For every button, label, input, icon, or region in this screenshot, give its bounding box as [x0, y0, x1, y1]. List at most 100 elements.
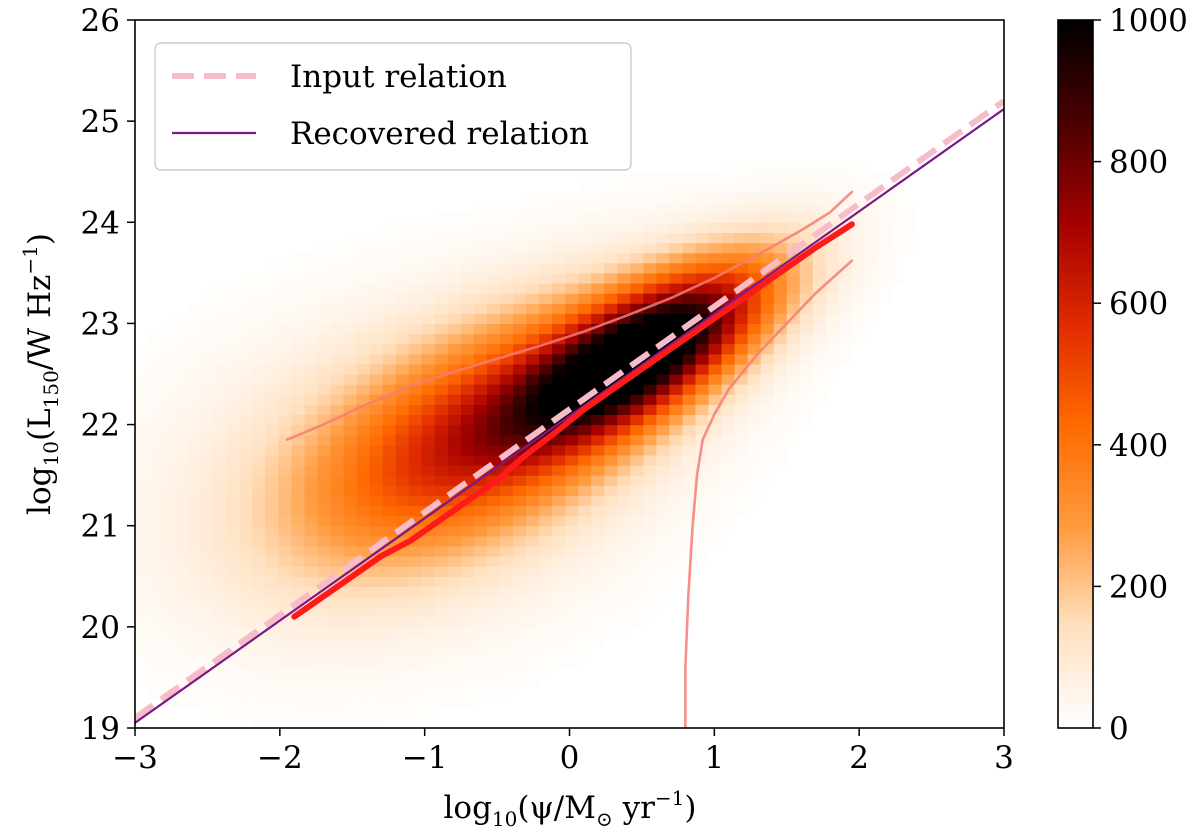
heatmap-cell	[500, 475, 514, 486]
heatmap-cell	[539, 475, 553, 486]
heatmap-cell	[252, 323, 266, 335]
heatmap-cell	[526, 394, 540, 405]
heatmap-cell	[838, 171, 853, 183]
heatmap-cell	[773, 202, 788, 213]
heatmap-cell	[865, 303, 879, 314]
heatmap-cell	[513, 576, 527, 587]
heatmap-cell	[617, 283, 631, 294]
heatmap-cell	[200, 586, 214, 598]
heatmap-cell	[473, 323, 488, 335]
heatmap-cell	[278, 596, 292, 608]
heatmap-cell	[604, 313, 618, 324]
heatmap-cell	[434, 394, 449, 405]
heatmap-cell	[239, 343, 253, 355]
heatmap-cell	[838, 353, 853, 365]
heatmap-cell	[630, 515, 644, 527]
heatmap-cell	[773, 242, 788, 254]
heatmap-cell	[838, 212, 853, 223]
heatmap-cell	[382, 283, 397, 294]
heatmap-cell	[213, 545, 227, 557]
heatmap-cell	[656, 333, 670, 345]
heatmap-cell	[578, 384, 592, 395]
heatmap-cell	[278, 697, 292, 709]
heatmap-cell	[343, 414, 358, 426]
heatmap-cell	[252, 707, 266, 719]
heatmap-cell	[734, 272, 749, 284]
heatmap-cell	[604, 606, 618, 618]
heatmap-cell	[174, 616, 188, 628]
heatmap-cell	[187, 404, 201, 415]
heatmap-cell	[174, 637, 188, 648]
heatmap-cell	[447, 303, 462, 314]
heatmap-cell	[161, 667, 175, 678]
heatmap-cell	[395, 454, 410, 466]
heatmap-cell	[617, 545, 631, 557]
heatmap-cell	[213, 444, 227, 456]
heatmap-cell	[760, 222, 775, 233]
heatmap-cell	[695, 465, 710, 476]
heatmap-cell	[239, 454, 253, 466]
heatmap-cell	[695, 232, 710, 244]
heatmap-cell	[226, 687, 240, 699]
heatmap-cell	[630, 303, 644, 314]
heatmap-cell	[408, 303, 423, 314]
heatmap-cell	[617, 616, 631, 628]
heatmap-cell	[838, 313, 853, 324]
heatmap-cell	[252, 556, 266, 567]
heatmap-cell	[252, 353, 266, 365]
heatmap-cell	[174, 465, 188, 476]
heatmap-cell	[565, 363, 579, 375]
heatmap-cell	[513, 626, 527, 638]
heatmap-cell	[382, 303, 397, 314]
heatmap-cell	[343, 647, 358, 658]
heatmap-cell	[812, 262, 827, 274]
heatmap-cell	[891, 252, 905, 264]
heatmap-cell	[500, 485, 514, 496]
heatmap-cell	[343, 363, 358, 375]
heatmap-cell	[825, 374, 840, 385]
heatmap-cell	[513, 434, 527, 446]
heatmap-cell	[460, 374, 475, 385]
heatmap-cell	[486, 434, 501, 446]
heatmap-cell	[656, 272, 670, 284]
heatmap-cell	[343, 283, 358, 294]
heatmap-cell	[473, 454, 488, 466]
heatmap-cell	[786, 424, 801, 436]
heatmap-cell	[591, 454, 605, 466]
heatmap-cell	[421, 272, 436, 284]
heatmap-cell	[265, 363, 279, 375]
heatmap-cell	[187, 677, 201, 689]
heatmap-cell	[591, 566, 605, 577]
heatmap-cell	[643, 191, 657, 203]
heatmap-cell	[330, 475, 345, 486]
heatmap-cell	[317, 535, 332, 547]
heatmap-cell	[734, 363, 749, 375]
heatmap-cell	[226, 556, 240, 567]
heatmap-cell	[291, 505, 305, 517]
heatmap-cell	[760, 414, 775, 426]
heatmap-cell	[617, 525, 631, 537]
heatmap-cell	[278, 454, 292, 466]
heatmap-cell	[421, 444, 436, 456]
heatmap-cell	[630, 424, 644, 436]
heatmap-cell	[604, 414, 618, 426]
heatmap-cell	[252, 687, 266, 699]
heatmap-cell	[200, 647, 214, 658]
heatmap-cell	[513, 606, 527, 618]
heatmap-cell	[526, 657, 540, 668]
heatmap-cell	[500, 444, 514, 456]
heatmap-cell	[734, 191, 749, 203]
heatmap-cell	[265, 293, 279, 304]
heatmap-cell	[408, 293, 423, 304]
heatmap-cell	[539, 404, 553, 415]
heatmap-cell	[539, 626, 553, 638]
heatmap-cell	[539, 202, 553, 213]
heatmap-cell	[265, 495, 279, 507]
heatmap-cell	[865, 313, 879, 324]
heatmap-cell	[552, 384, 566, 395]
heatmap-cell	[252, 566, 266, 577]
heatmap-cell	[135, 424, 149, 436]
heatmap-cell	[187, 313, 201, 324]
heatmap-cell	[343, 505, 358, 517]
heatmap-cell	[773, 363, 788, 375]
